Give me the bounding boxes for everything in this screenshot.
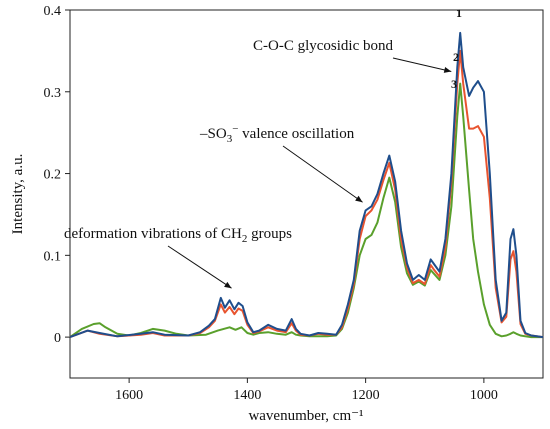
y-tick-label: 0.1	[44, 249, 62, 264]
y-tick-label: 0.3	[44, 86, 62, 101]
annotation-ch2: deformation vibrations of CH2 groups	[64, 226, 292, 245]
curve-label-3: 3	[451, 77, 457, 91]
x-ticks: 1600 1400 1200 1000	[115, 378, 498, 403]
y-ticks: 0 0.1 0.2 0.3 0.4	[44, 4, 70, 346]
series-line-3	[69, 82, 543, 339]
plot-frame	[69, 9, 544, 379]
annotations: C-O-C glycosidic bond –SO3− valence oscil…	[64, 6, 462, 289]
annotation-ch2-arrow	[167, 245, 232, 289]
annotation-so3-arrow	[282, 145, 363, 203]
annotation-so3: –SO3− valence oscillation	[199, 123, 355, 145]
annotation-coc-arrow	[392, 57, 452, 73]
y-tick-label: 0.2	[44, 168, 62, 183]
y-tick-label: 0.4	[44, 4, 62, 19]
x-tick-label: 1000	[470, 388, 498, 403]
x-tick-label: 1600	[115, 388, 143, 403]
series-line-2	[69, 49, 544, 339]
x-tick-label: 1200	[352, 388, 380, 403]
curve-label-2: 2	[453, 50, 459, 64]
x-axis-label: wavenumber, cm⁻¹	[248, 408, 363, 424]
curve-label-1: 1	[456, 6, 462, 20]
series-layer	[69, 31, 544, 339]
y-axis-label: Intensity, a.u.	[10, 154, 26, 235]
annotation-coc: C-O-C glycosidic bond	[253, 38, 393, 54]
series-line-1	[69, 31, 544, 339]
x-tick-label: 1400	[233, 388, 261, 403]
y-tick-label: 0	[54, 331, 61, 346]
